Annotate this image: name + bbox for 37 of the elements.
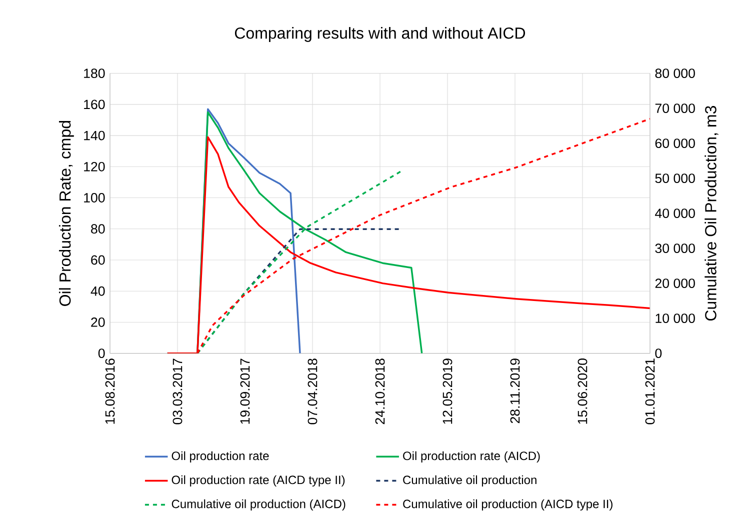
x-tick-label: 01.01.2021 <box>645 358 655 424</box>
x-tick-label: 03.03.2017 <box>172 358 182 424</box>
x-tick-label: 28.11.2019 <box>510 358 520 424</box>
y-tick-label: 100 <box>84 193 105 202</box>
y-tick-label: 180 <box>84 68 105 78</box>
y-tick-label: 20 <box>91 317 105 327</box>
y2-tick-label: 70 000 <box>655 104 695 114</box>
y2-tick-label: 30 000 <box>655 244 695 254</box>
y-tick-label: 160 <box>84 100 105 110</box>
y-tick-label: 120 <box>84 162 105 172</box>
legend-label: Cumulative oil production <box>403 475 536 487</box>
y-tick-label: 60 <box>91 255 105 265</box>
x-tick-label: 12.05.2019 <box>442 358 452 424</box>
y2-tick-label: 80 000 <box>655 68 695 78</box>
y2-tick-label: 20 000 <box>655 278 695 288</box>
x-tick-label: 15.08.2016 <box>105 358 115 424</box>
legend-label: Oil production rate <box>172 451 269 463</box>
y-tick-label: 40 <box>90 286 105 296</box>
x-tick-label: 15.06.2020 <box>578 358 588 424</box>
legend-label: Cumulative oil production (AICD) <box>172 499 346 511</box>
y2-axis-title: Cumulative Oil Production, m3 <box>704 106 718 321</box>
y-tick-label: 140 <box>84 130 105 140</box>
y2-tick-label: 60 000 <box>655 138 695 148</box>
y2-tick-label: 40 000 <box>655 208 695 218</box>
y2-tick-label: 0 <box>655 348 662 358</box>
legend-label: Cumulative oil production (AICD type II) <box>403 499 612 511</box>
y2-tick-label: 10 000 <box>656 314 695 324</box>
y2-tick-label: 50 000 <box>655 174 695 184</box>
y-tick-label: 0 <box>98 348 105 358</box>
chart-title: Comparing results with and without AICD <box>234 27 526 42</box>
y-tick-label: 80 <box>91 224 105 234</box>
x-tick-label: 24.10.2018 <box>375 358 385 424</box>
x-tick-label: 07.04.2018 <box>308 358 318 424</box>
legend-label: Oil production rate (AICD type II) <box>172 475 345 487</box>
y-axis-title: Oil Production Rate, cmpd <box>58 121 74 306</box>
legend-label: Oil production rate (AICD) <box>403 451 540 463</box>
x-tick-label: 19.09.2017 <box>240 358 250 424</box>
